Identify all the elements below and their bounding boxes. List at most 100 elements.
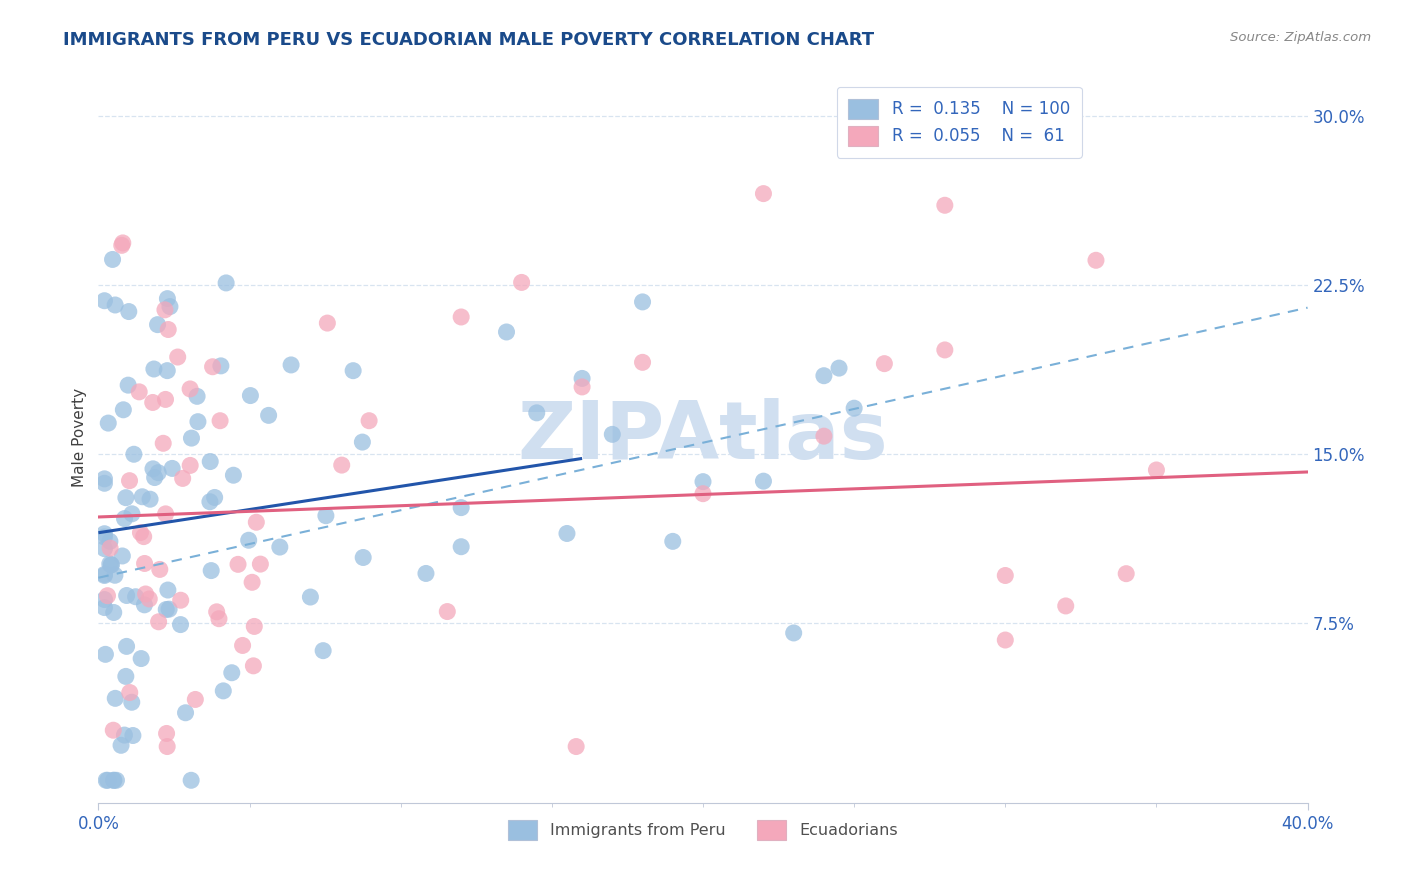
Point	[131, 490, 153, 504]
Point	[112, 402, 135, 417]
Point	[631, 294, 654, 309]
Point	[122, 447, 145, 461]
Point	[103, 723, 125, 738]
Point	[239, 388, 262, 402]
Point	[299, 590, 322, 604]
Point	[661, 534, 683, 549]
Point	[1054, 599, 1077, 613]
Point	[156, 739, 179, 754]
Point	[93, 600, 115, 615]
Point	[813, 429, 835, 443]
Point	[184, 692, 207, 706]
Point	[828, 361, 851, 376]
Point	[124, 590, 146, 604]
Point	[111, 235, 134, 250]
Point	[312, 643, 335, 657]
Point	[169, 617, 191, 632]
Point	[160, 461, 183, 475]
Point	[134, 598, 156, 612]
Point	[104, 298, 127, 312]
Point	[352, 435, 374, 450]
Point	[510, 276, 533, 290]
Point	[238, 533, 260, 548]
Point	[204, 491, 226, 505]
Point	[110, 739, 132, 753]
Point	[135, 587, 157, 601]
Point	[143, 470, 166, 484]
Point	[121, 507, 143, 521]
Point	[93, 476, 115, 491]
Point	[103, 773, 125, 788]
Point	[631, 355, 654, 369]
Point	[155, 507, 177, 521]
Point	[93, 568, 115, 582]
Point	[129, 651, 152, 665]
Point	[142, 462, 165, 476]
Point	[148, 615, 170, 629]
Point	[157, 602, 180, 616]
Point	[96, 773, 118, 788]
Point	[526, 406, 548, 420]
Point	[152, 436, 174, 450]
Point	[142, 362, 165, 376]
Point	[257, 409, 280, 423]
Point	[93, 293, 115, 308]
Point	[342, 364, 364, 378]
Point	[98, 541, 121, 556]
Point	[222, 468, 245, 483]
Point	[495, 325, 517, 339]
Point	[844, 401, 866, 416]
Point	[156, 582, 179, 597]
Point	[155, 602, 177, 616]
Point	[555, 526, 578, 541]
Point	[571, 380, 593, 394]
Point	[129, 525, 152, 540]
Legend: Immigrants from Peru, Ecuadorians: Immigrants from Peru, Ecuadorians	[502, 814, 904, 846]
Point	[118, 474, 141, 488]
Point	[117, 378, 139, 392]
Point	[450, 310, 472, 324]
Point	[118, 685, 141, 699]
Point	[93, 567, 115, 582]
Point	[330, 458, 353, 472]
Point	[436, 605, 458, 619]
Point	[93, 541, 115, 556]
Point	[316, 316, 339, 330]
Point	[215, 276, 238, 290]
Point	[269, 540, 291, 554]
Point	[101, 252, 124, 267]
Point	[1144, 463, 1167, 477]
Point	[201, 359, 224, 374]
Point	[156, 292, 179, 306]
Point	[103, 773, 125, 788]
Text: Source: ZipAtlas.com: Source: ZipAtlas.com	[1230, 31, 1371, 45]
Point	[209, 414, 232, 428]
Point	[934, 343, 956, 357]
Point	[205, 605, 228, 619]
Point	[450, 540, 472, 554]
Point	[155, 392, 177, 407]
Point	[245, 515, 267, 529]
Point	[209, 359, 232, 373]
Point	[315, 508, 337, 523]
Text: ZIPAtlas: ZIPAtlas	[517, 398, 889, 476]
Point	[200, 454, 222, 468]
Point	[98, 534, 121, 549]
Point	[208, 612, 231, 626]
Point	[166, 350, 188, 364]
Point	[242, 658, 264, 673]
Point	[97, 773, 120, 788]
Point	[159, 300, 181, 314]
Point	[180, 431, 202, 445]
Point	[243, 619, 266, 633]
Point	[1085, 253, 1108, 268]
Point	[1115, 566, 1137, 581]
Point	[149, 562, 172, 576]
Point	[142, 395, 165, 409]
Point	[172, 471, 194, 485]
Point	[198, 494, 221, 508]
Point	[752, 186, 775, 201]
Point	[232, 639, 254, 653]
Point	[115, 491, 138, 505]
Point	[692, 486, 714, 500]
